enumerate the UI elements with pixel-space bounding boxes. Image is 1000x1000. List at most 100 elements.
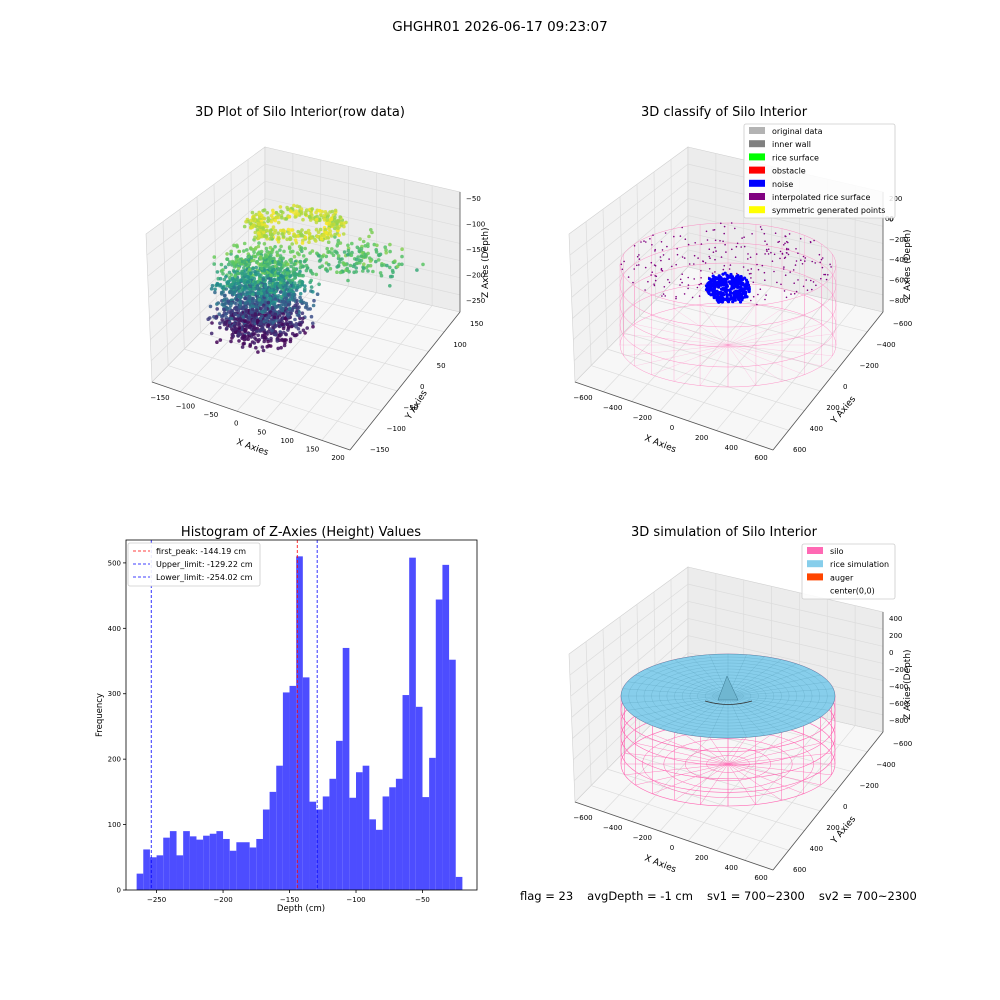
legend-label: silo [830,547,844,556]
rice-surface-mesh [727,695,747,738]
silo-floor-spoke [673,308,729,346]
legend-swatch [807,560,823,568]
raw-point [261,277,266,282]
y-tick-label: 0 [843,803,847,811]
raw-point [228,276,232,280]
histogram-bar [256,838,263,890]
raw-point [368,263,373,268]
interpolated-surface-point [792,269,795,271]
histogram-bar [442,564,450,890]
noise-point [709,293,713,297]
raw-point [288,339,293,344]
y-tick-label: −200 [860,362,879,370]
raw-point [307,240,311,244]
raw-point [261,287,266,292]
raw-point [309,289,313,293]
raw-point [421,262,425,267]
raw-point [242,224,247,229]
interpolated-surface-point [734,256,737,259]
simulation-rice-surface [620,653,836,739]
raw-point [272,294,277,299]
x-tick-label: 200 [695,854,708,862]
noise-point [712,276,717,280]
raw-point [260,310,265,315]
raw-point [242,287,247,292]
raw-point [276,346,281,351]
raw-point [276,231,281,235]
interpolated-surface-point [655,275,658,278]
raw-point [273,312,278,317]
interpolated-surface-point [789,271,791,273]
raw-point [288,321,293,325]
raw-point [269,214,274,218]
raw-point [271,264,275,269]
interpolated-surface-point [697,257,699,259]
raw-point [388,274,393,279]
raw-point [234,301,238,306]
raw-point [252,214,256,218]
raw-point [226,262,231,267]
interpolated-surface-point [811,260,813,263]
interpolated-surface-point [668,281,671,284]
legend-label: symmetric generated points [772,206,885,215]
raw-point [215,270,220,274]
interpolated-surface-point [696,286,699,289]
raw-point [288,306,292,311]
legend-swatch [807,547,823,554]
raw-point [287,214,292,219]
noise-point [725,298,730,302]
raw-point [263,300,268,305]
interpolated-surface-point [644,289,646,291]
histogram-bar [189,836,197,890]
raw-point [292,203,296,208]
silo-floor-spoke [727,315,805,346]
raw-point [282,249,286,254]
raw-point [219,314,224,319]
y-axis-line [772,731,884,871]
interpolated-surface-point [824,273,827,276]
interpolated-surface-point [638,258,641,260]
silo-floor-spoke [673,344,729,382]
histogram-bar [449,659,456,890]
raw-point [251,266,255,271]
simulation-x-axis-label: X Axies [643,854,678,876]
interpolated-surface-point [785,252,788,254]
raw-point [252,276,257,281]
interpolated-surface-point [660,267,663,270]
raw-point [279,332,283,337]
raw-point [273,297,278,301]
raw-point [264,265,268,269]
raw-point [259,273,263,278]
interpolated-surface-point [820,258,823,261]
interpolated-surface-point [771,260,774,263]
raw-point [262,242,267,246]
raw-point [280,322,284,327]
histogram-bar [375,829,383,890]
grid-line [264,292,377,422]
raw-point [374,250,379,254]
histogram-bar [395,778,403,890]
raw-point [245,275,249,279]
raw-point [225,257,229,261]
interpolated-surface-point [681,273,683,276]
silo-floor-spoke [727,308,783,346]
raw-point [344,262,348,267]
silo-floor-spoke [727,333,833,346]
raw-point [223,312,228,317]
raw-point [206,317,210,322]
interpolated-surface-point [766,250,768,252]
legend-swatch [749,140,765,148]
legend-label: Upper_limit: -129.22 cm [156,560,253,569]
raw-point [213,290,217,295]
raw-point [269,339,273,343]
x-tick-label: −150 [150,394,169,402]
raw-point [281,256,286,261]
interpolated-surface-point [764,240,766,242]
interpolated-surface-point [638,264,640,266]
raw-point [209,287,214,291]
grid-line [149,215,266,319]
raw-point [244,314,248,319]
raw-point [371,269,375,274]
histogram-bar [422,797,430,890]
raw-point [240,345,245,349]
